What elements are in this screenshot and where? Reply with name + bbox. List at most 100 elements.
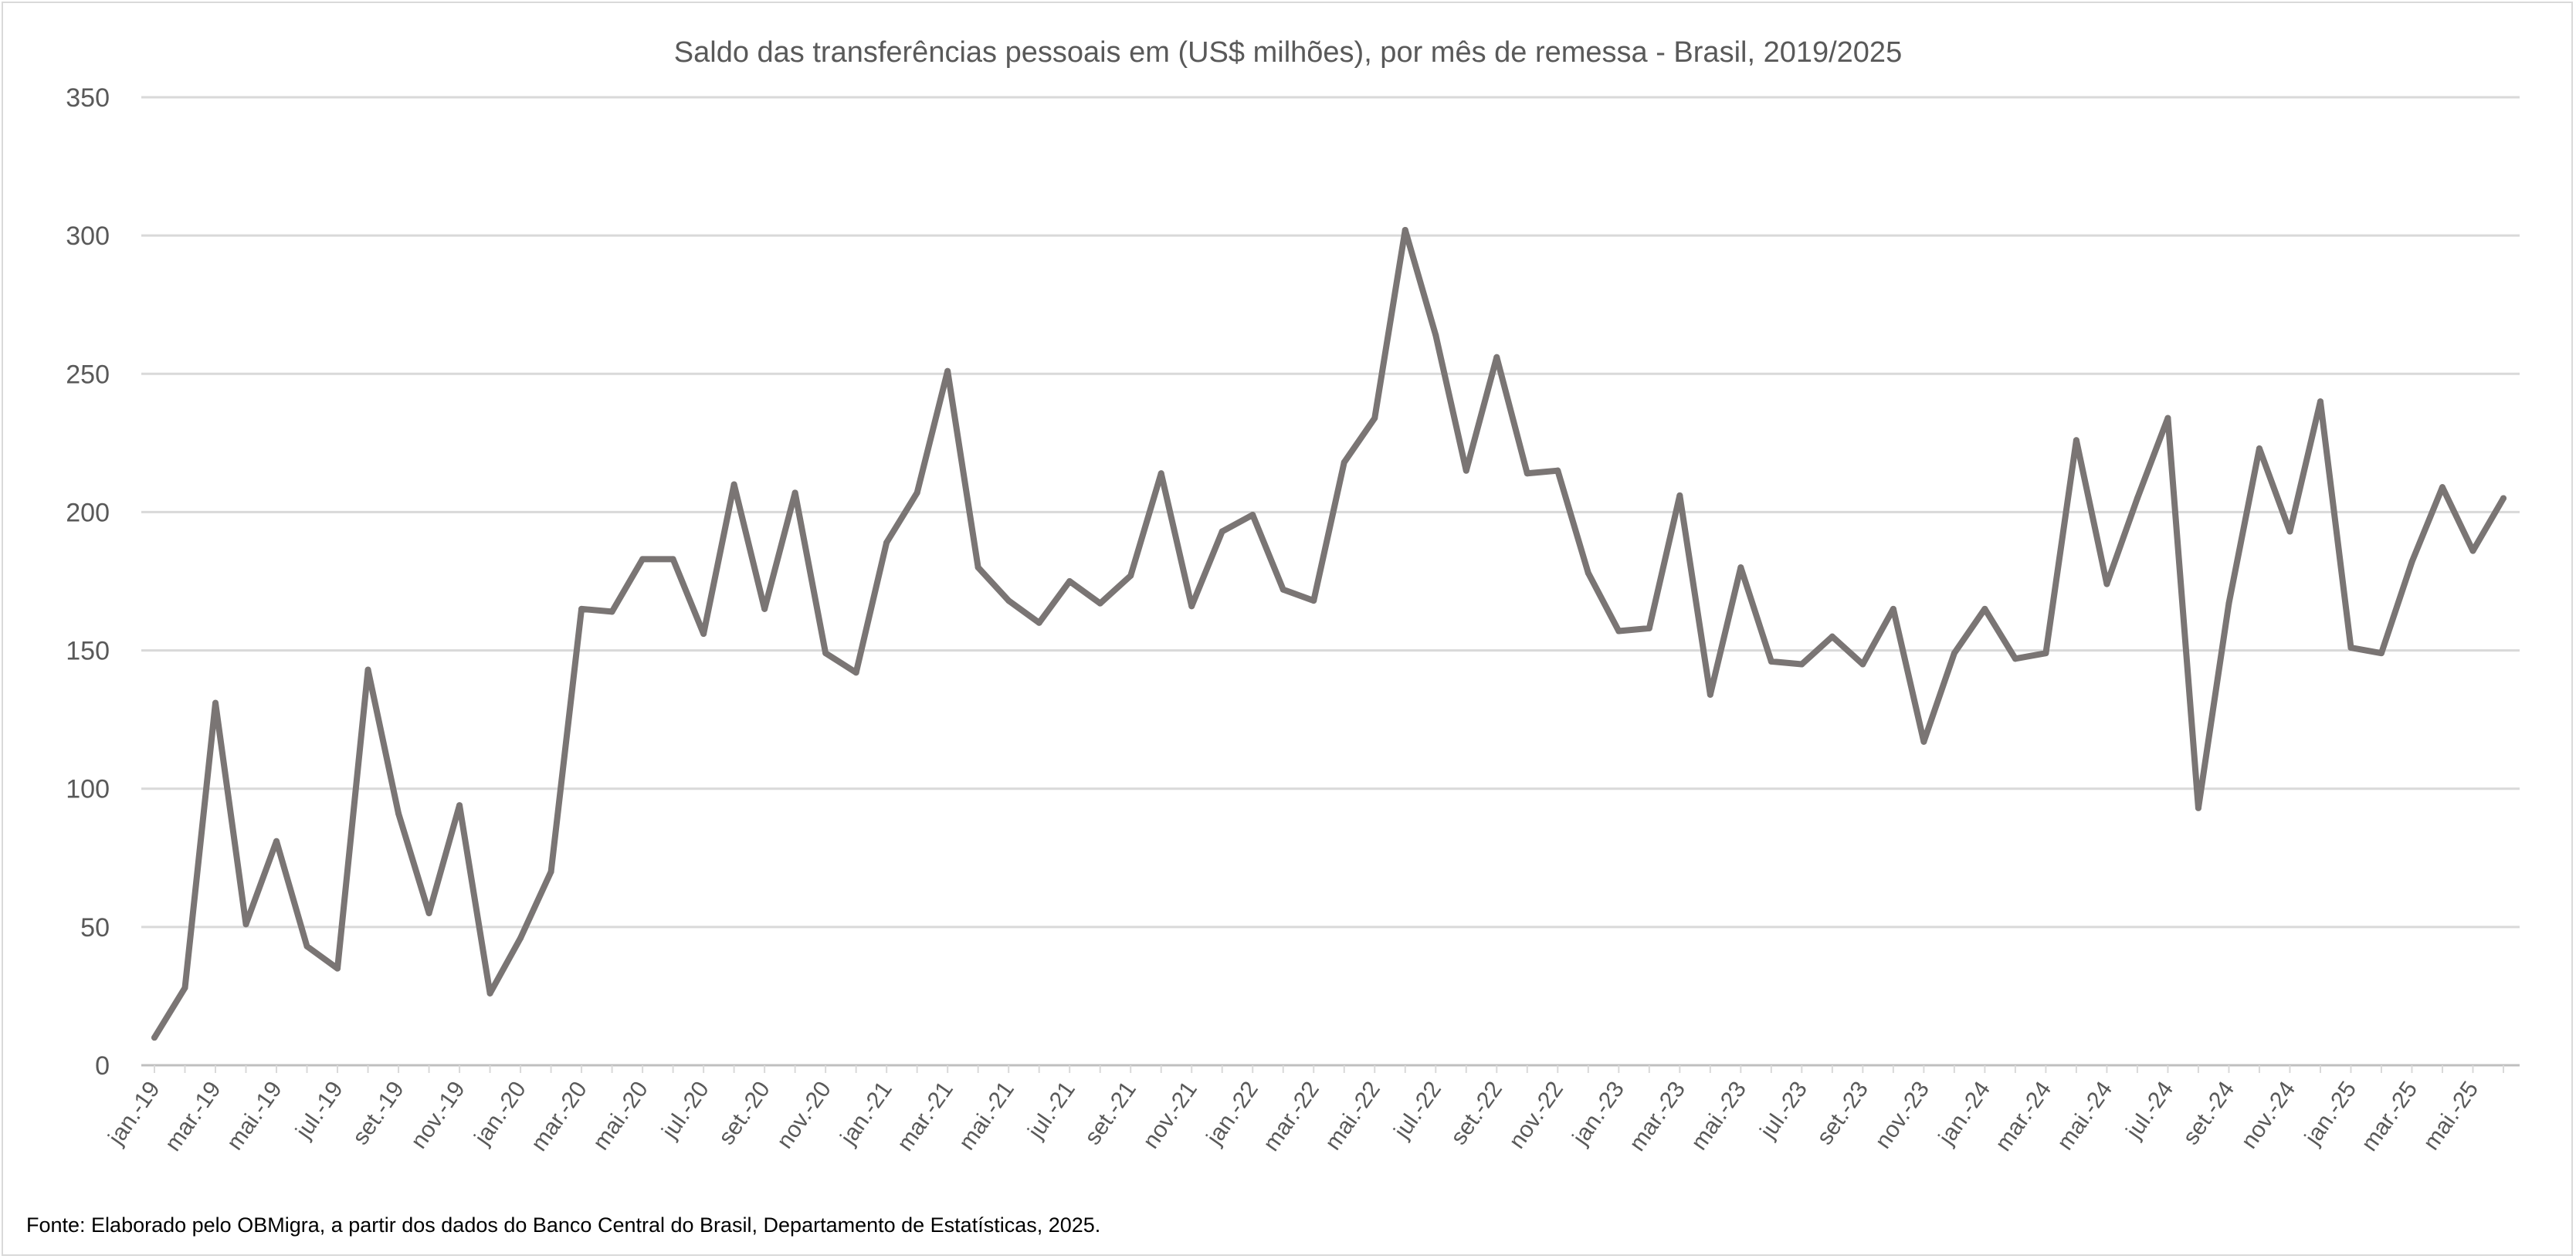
- data-point-ago.-23: [1829, 633, 1835, 640]
- data-point-fev.-23: [1646, 624, 1652, 631]
- x-tick-label: set.-21: [1080, 1077, 1141, 1149]
- data-point-fev.-25: [2378, 650, 2384, 657]
- data-point-jun.-25: [2500, 495, 2507, 502]
- x-tick-label: jul.-23: [1755, 1077, 1812, 1144]
- x-tick-label: jul.-19: [290, 1077, 347, 1144]
- x-tick-label: jan.-20: [469, 1077, 531, 1150]
- x-tick-label: set.-24: [2178, 1077, 2240, 1149]
- data-point-jan.-21: [883, 539, 890, 546]
- data-point-set.-22: [1493, 354, 1500, 360]
- x-tick-label: jul.-22: [1389, 1077, 1446, 1144]
- x-tick-label: set.-22: [1446, 1077, 1507, 1149]
- source-footnote: Fonte: Elaborado pelo OBMigra, a partir …: [26, 1213, 1101, 1237]
- data-point-fev.-21: [913, 489, 920, 496]
- x-tick-label: nov.-21: [1138, 1077, 1202, 1153]
- data-point-jun.-24: [2134, 495, 2140, 502]
- x-tick-label: jan.-19: [103, 1077, 165, 1150]
- data-point-set.-21: [1127, 572, 1134, 579]
- data-point-jan.-24: [1981, 605, 1988, 612]
- data-point-mar.-21: [944, 367, 951, 374]
- x-tick-label: mai.-19: [222, 1077, 286, 1155]
- x-tick-label: mai.-23: [1686, 1077, 1751, 1155]
- data-point-abr.-20: [608, 608, 615, 615]
- x-tick-label: mai.-25: [2418, 1077, 2483, 1155]
- chart-title: Saldo das transferências pessoais em (US…: [674, 36, 1902, 69]
- x-tick-label: mar.-21: [893, 1077, 958, 1156]
- data-point-mai.-23: [1737, 564, 1744, 571]
- data-point-dez.-19: [486, 990, 493, 997]
- y-tick-label: 150: [66, 637, 110, 666]
- data-point-mar.-19: [212, 699, 219, 706]
- data-point-ago.-22: [1463, 467, 1469, 474]
- data-point-out.-20: [791, 489, 798, 496]
- x-tick-label: nov.-20: [772, 1077, 836, 1153]
- data-point-jun.-23: [1768, 658, 1774, 665]
- x-tick-label: mar.-25: [2357, 1077, 2422, 1156]
- y-tick-label: 200: [66, 498, 110, 527]
- data-point-dez.-23: [1951, 650, 1957, 657]
- x-tick-label: mai.-24: [2052, 1077, 2117, 1155]
- data-point-abr.-21: [974, 564, 981, 571]
- data-points: [151, 226, 2507, 1041]
- x-tick-label: jan.-22: [1202, 1077, 1263, 1150]
- data-point-out.-19: [425, 909, 432, 916]
- data-point-nov.-23: [1920, 738, 1927, 745]
- data-point-nov.-24: [2286, 528, 2293, 535]
- data-point-jan.-23: [1615, 628, 1622, 635]
- x-tick-label: mai.-20: [588, 1077, 652, 1155]
- data-point-mai.-21: [1005, 597, 1012, 604]
- x-tick-label: jul.-20: [656, 1077, 713, 1144]
- data-point-jul.-22: [1432, 332, 1439, 339]
- data-point-nov.-22: [1554, 467, 1561, 474]
- x-tick-label: nov.-22: [1504, 1077, 1568, 1153]
- data-point-abr.-23: [1707, 691, 1713, 698]
- y-tick-label: 250: [66, 360, 110, 389]
- data-point-mar.-20: [578, 605, 585, 612]
- x-tick-label: set.-23: [1812, 1077, 1873, 1149]
- data-point-set.-23: [1859, 661, 1866, 668]
- data-point-jan.-22: [1249, 512, 1256, 519]
- x-tick-label: jan.-21: [836, 1077, 897, 1150]
- data-point-nov.-21: [1188, 603, 1195, 610]
- data-point-jul.-23: [1798, 661, 1805, 668]
- y-tick-label: 100: [66, 775, 110, 804]
- data-point-out.-23: [1890, 605, 1896, 612]
- data-point-jun.-20: [669, 556, 676, 563]
- x-tick-label: set.-20: [713, 1077, 775, 1149]
- data-point-ago.-19: [364, 666, 371, 673]
- data-point-jul.-21: [1066, 578, 1073, 584]
- x-tick-label: mar.-22: [1259, 1077, 1324, 1156]
- x-tick-label: set.-19: [347, 1077, 409, 1149]
- data-point-jul.-24: [2164, 415, 2171, 421]
- x-tick-label: mar.-20: [526, 1077, 591, 1156]
- data-point-mai.-20: [639, 556, 646, 563]
- data-point-mai.-25: [2469, 547, 2476, 554]
- x-tick-label: jan.-23: [1568, 1077, 1629, 1150]
- data-point-abr.-22: [1341, 459, 1347, 465]
- y-tick-label: 300: [66, 222, 110, 251]
- x-tick-label: mar.-19: [160, 1077, 225, 1156]
- data-point-mar.-24: [2042, 650, 2049, 657]
- data-point-jan.-25: [2347, 644, 2354, 651]
- data-point-ago.-21: [1096, 600, 1103, 607]
- data-point-mar.-23: [1676, 492, 1683, 499]
- data-point-mai.-22: [1371, 415, 1378, 421]
- data-point-abr.-24: [2073, 437, 2079, 444]
- data-point-out.-22: [1524, 470, 1530, 477]
- data-point-dez.-24: [2317, 398, 2323, 405]
- x-tick-label: jul.-21: [1022, 1077, 1080, 1144]
- y-tick-label: 0: [95, 1051, 110, 1081]
- data-point-jul.-19: [334, 965, 341, 972]
- x-tick-label: jul.-24: [2121, 1077, 2178, 1144]
- data-point-nov.-19: [456, 802, 463, 809]
- data-point-dez.-22: [1585, 570, 1591, 577]
- x-tick-label: nov.-23: [1870, 1077, 1934, 1153]
- data-point-abr.-25: [2439, 484, 2446, 491]
- y-tick-label: 350: [66, 83, 110, 113]
- data-point-jun.-19: [303, 943, 310, 949]
- x-tick-label: mai.-22: [1320, 1077, 1385, 1155]
- data-point-set.-20: [761, 605, 768, 612]
- data-point-set.-19: [395, 810, 402, 817]
- data-point-ago.-20: [730, 481, 737, 488]
